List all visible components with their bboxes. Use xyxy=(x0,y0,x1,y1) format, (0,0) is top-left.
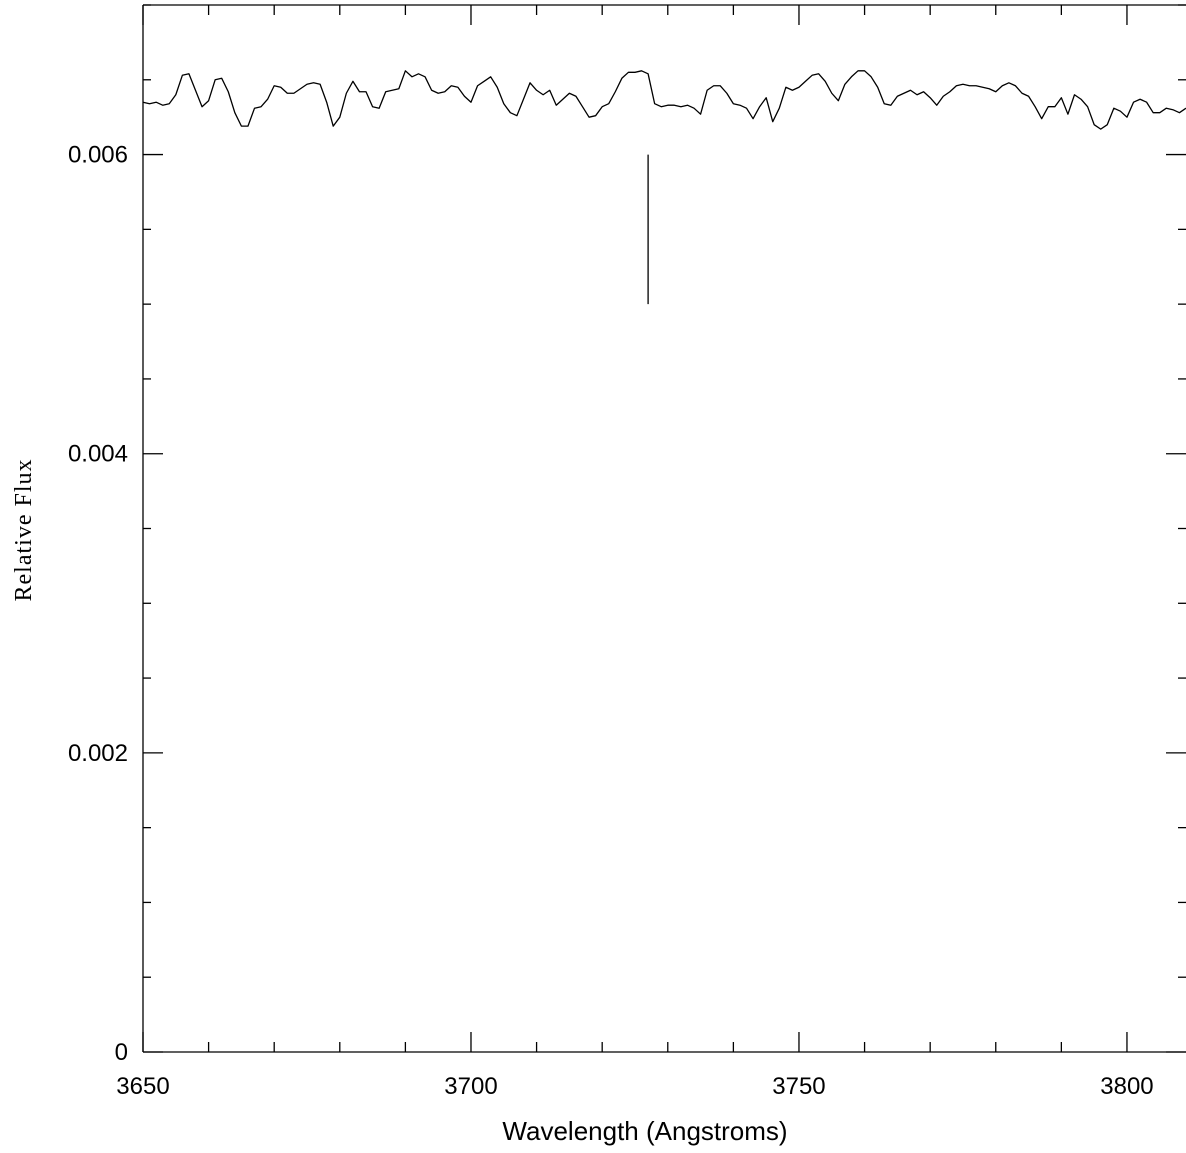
x-tick-label: 3800 xyxy=(1100,1073,1153,1100)
axis-ticks xyxy=(142,4,1186,1053)
y-tick-label: 0.002 xyxy=(68,740,128,767)
y-tick-label: 0 xyxy=(115,1039,128,1066)
plot-frame xyxy=(142,4,1186,1053)
spectrum-series-line xyxy=(142,70,1186,130)
x-tick-label: 3650 xyxy=(116,1073,169,1100)
x-tick-label: 3700 xyxy=(444,1073,497,1100)
y-tick-label: 0.006 xyxy=(68,142,128,169)
x-axis-title: Wavelength (Angstroms) xyxy=(502,1116,787,1146)
y-tick-label: 0.004 xyxy=(68,441,128,468)
y-axis-title: Relative Flux xyxy=(11,459,37,602)
axis-tick-labels: 3650 3700 3750 3800 0 0.002 0.004 0.006 xyxy=(68,142,1154,1100)
x-tick-label: 3750 xyxy=(772,1073,825,1100)
